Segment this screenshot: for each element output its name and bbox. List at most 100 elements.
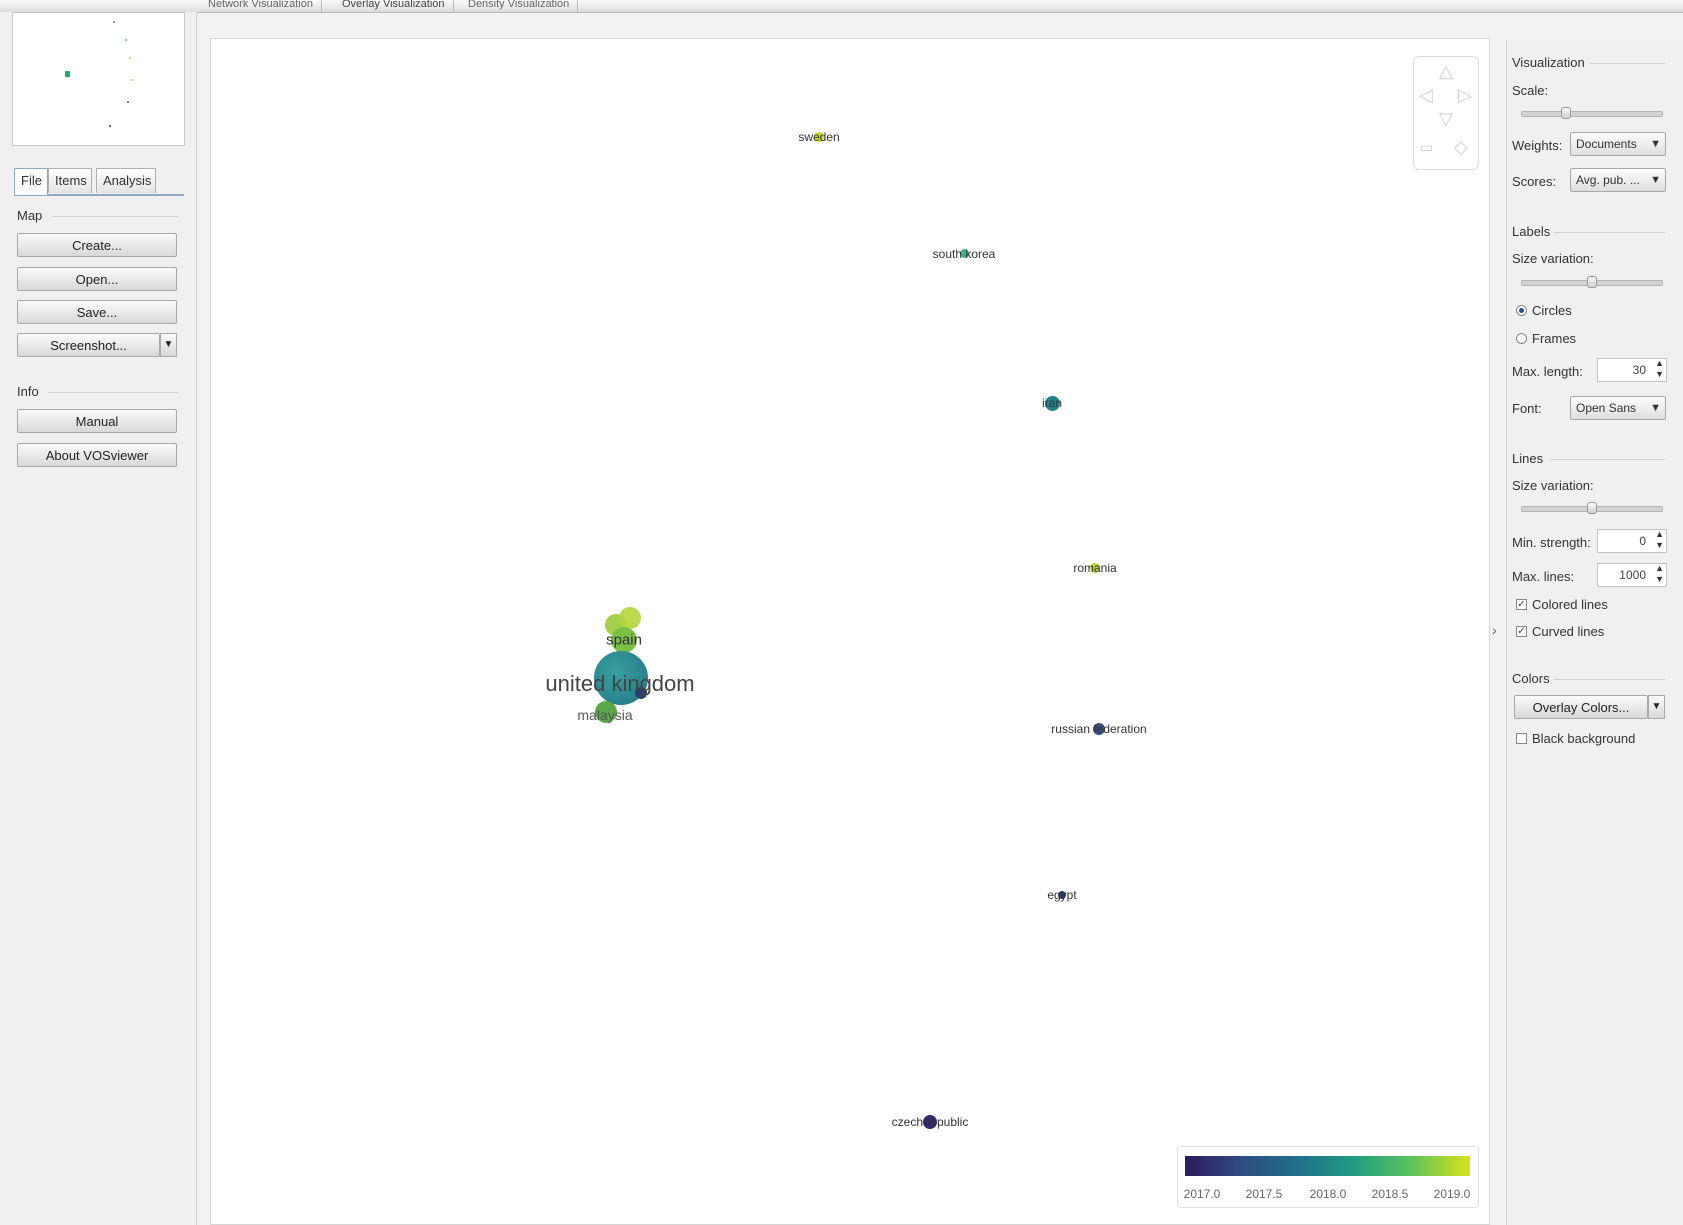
lines-size-slider-handle[interactable] xyxy=(1587,502,1597,514)
manual-button[interactable]: Manual xyxy=(17,409,177,433)
node-cluster-bubble[interactable] xyxy=(635,687,647,699)
labels-size-slider[interactable] xyxy=(1521,276,1663,288)
scale-slider-handle[interactable] xyxy=(1561,107,1571,119)
pan-right-icon[interactable]: ▷ xyxy=(1458,85,1472,105)
section-divider xyxy=(1590,63,1665,64)
weights-select-value: Documents xyxy=(1576,137,1637,151)
label-united-kingdom[interactable]: united kingdom xyxy=(545,671,695,696)
node-czech-republic[interactable] xyxy=(923,1115,937,1129)
labels-size-slider-handle[interactable] xyxy=(1587,276,1597,288)
overview-dot xyxy=(109,125,111,127)
min-strength-stepper[interactable]: 0 ▲ ▼ xyxy=(1597,529,1667,553)
label-egypt[interactable]: egypt xyxy=(1047,888,1077,902)
scale-label: Scale: xyxy=(1512,83,1549,98)
node-spain[interactable] xyxy=(611,627,637,653)
section-divider xyxy=(1554,679,1665,680)
tab-file[interactable]: File xyxy=(14,168,48,195)
label-malaysia[interactable]: malaysia xyxy=(577,707,633,723)
about-vosviewer-button[interactable]: About VOSviewer xyxy=(17,443,177,467)
screenshot-dropdown-button[interactable]: ▼ xyxy=(160,333,177,357)
zoom-in-icon[interactable]: ◇ xyxy=(1454,137,1468,157)
color-legend: 2017.0 2017.5 2018.0 2018.5 2019.0 xyxy=(1177,1146,1479,1208)
zoom-out-icon[interactable]: ▭ xyxy=(1420,139,1434,155)
label-romania[interactable]: romania xyxy=(1073,561,1117,575)
tab-overlay-visualization[interactable]: Overlay Visualization xyxy=(334,0,454,12)
labels-size-variation-label: Size variation: xyxy=(1512,251,1594,266)
overlay-colors-button[interactable]: Overlay Colors... xyxy=(1514,695,1648,719)
open-button[interactable]: Open... xyxy=(17,267,177,291)
spinner-arrows-icon[interactable]: ▲ ▼ xyxy=(1655,563,1664,584)
pan-left-icon[interactable]: ◁ xyxy=(1419,85,1433,105)
spinner-arrows-icon[interactable]: ▲ ▼ xyxy=(1655,529,1664,550)
lines-section-label: Lines xyxy=(1512,451,1544,466)
node-romania[interactable] xyxy=(1090,563,1100,573)
node-cluster-bubble[interactable] xyxy=(619,607,641,629)
collapse-panel-icon[interactable]: › xyxy=(1492,622,1497,638)
black-background-label: Black background xyxy=(1532,731,1636,746)
lines-size-slider[interactable] xyxy=(1521,502,1663,514)
overlay-colors-dropdown-button[interactable]: ▼ xyxy=(1648,695,1665,719)
legend-tick: 2018.5 xyxy=(1371,1187,1409,1201)
colored-lines-checkbox[interactable]: ✓ xyxy=(1516,599,1527,610)
node-malaysia[interactable] xyxy=(595,701,617,723)
scores-select-value: Avg. pub. ... xyxy=(1576,173,1640,187)
colored-lines-label: Colored lines xyxy=(1532,597,1608,612)
min-strength-value: 0 xyxy=(1639,534,1646,548)
max-lines-label: Max. lines: xyxy=(1512,569,1575,584)
frames-radio[interactable] xyxy=(1516,333,1527,344)
overview-dot xyxy=(127,101,129,103)
curved-lines-checkbox[interactable]: ✓ xyxy=(1516,626,1527,637)
overview-dot xyxy=(125,39,127,41)
screenshot-button[interactable]: Screenshot... xyxy=(17,333,160,357)
node-south-korea[interactable] xyxy=(960,249,969,258)
overview-map[interactable] xyxy=(12,12,185,146)
weights-select[interactable]: Documents ▼ xyxy=(1570,132,1666,156)
label-south-korea[interactable]: south korea xyxy=(932,247,996,261)
spinner-arrows-icon[interactable]: ▲ ▼ xyxy=(1655,358,1664,379)
chevron-down-icon: ▼ xyxy=(1650,402,1661,414)
map-canvas[interactable]: sweden south korea iran romania spain un… xyxy=(210,38,1490,1225)
label-czech-republic[interactable]: czech republic xyxy=(891,1115,969,1129)
node-sweden[interactable] xyxy=(814,132,824,142)
max-lines-stepper[interactable]: 1000 ▲ ▼ xyxy=(1597,563,1667,587)
scale-slider[interactable] xyxy=(1521,107,1663,119)
navigation-control[interactable]: △ ◁ ▷ ▽ ▭ ◇ xyxy=(1413,56,1479,170)
min-strength-label: Min. strength: xyxy=(1512,535,1591,550)
black-background-checkbox[interactable] xyxy=(1516,733,1527,744)
chevron-down-icon: ▼ xyxy=(163,339,174,350)
circles-label: Circles xyxy=(1532,303,1572,318)
font-label: Font: xyxy=(1512,401,1542,416)
tab-items[interactable]: Items xyxy=(48,168,92,193)
node-iran[interactable] xyxy=(1045,396,1060,411)
max-length-label: Max. length: xyxy=(1512,364,1583,379)
create-button[interactable]: Create... xyxy=(17,233,177,257)
pan-down-icon[interactable]: ▽ xyxy=(1439,109,1453,129)
tab-analysis[interactable]: Analysis xyxy=(96,168,156,193)
node-egypt[interactable] xyxy=(1058,891,1066,899)
overview-dot xyxy=(131,79,133,81)
label-iran[interactable]: iran xyxy=(1041,396,1063,410)
max-length-stepper[interactable]: 30 ▲ ▼ xyxy=(1597,358,1667,382)
colors-section-label: Colors xyxy=(1512,671,1550,686)
label-russian-federation[interactable]: russian federation xyxy=(1051,722,1147,736)
scores-label: Scores: xyxy=(1512,174,1557,189)
max-length-value: 30 xyxy=(1632,363,1646,377)
label-spain[interactable]: spain xyxy=(606,631,642,649)
labels-section-label: Labels xyxy=(1512,224,1551,239)
label-sweden[interactable]: sweden xyxy=(798,130,840,144)
overview-dot xyxy=(65,71,70,77)
scores-select[interactable]: Avg. pub. ... ▼ xyxy=(1570,168,1666,192)
legend-tick: 2018.0 xyxy=(1309,1187,1347,1201)
circles-radio[interactable] xyxy=(1516,305,1527,316)
save-button[interactable]: Save... xyxy=(17,300,177,324)
chevron-down-icon: ▼ xyxy=(1650,138,1661,150)
pan-up-icon[interactable]: △ xyxy=(1439,61,1453,81)
legend-tick: 2017.0 xyxy=(1183,1187,1221,1201)
chevron-down-icon: ▼ xyxy=(1651,701,1662,712)
tab-density-visualization[interactable]: Density Visualization xyxy=(460,0,579,12)
node-russian-federation[interactable] xyxy=(1093,723,1105,735)
font-select[interactable]: Open Sans ▼ xyxy=(1570,396,1666,420)
section-divider xyxy=(48,392,178,393)
tab-network-visualization[interactable]: Network Visualization xyxy=(200,0,322,12)
legend-tick: 2017.5 xyxy=(1245,1187,1283,1201)
